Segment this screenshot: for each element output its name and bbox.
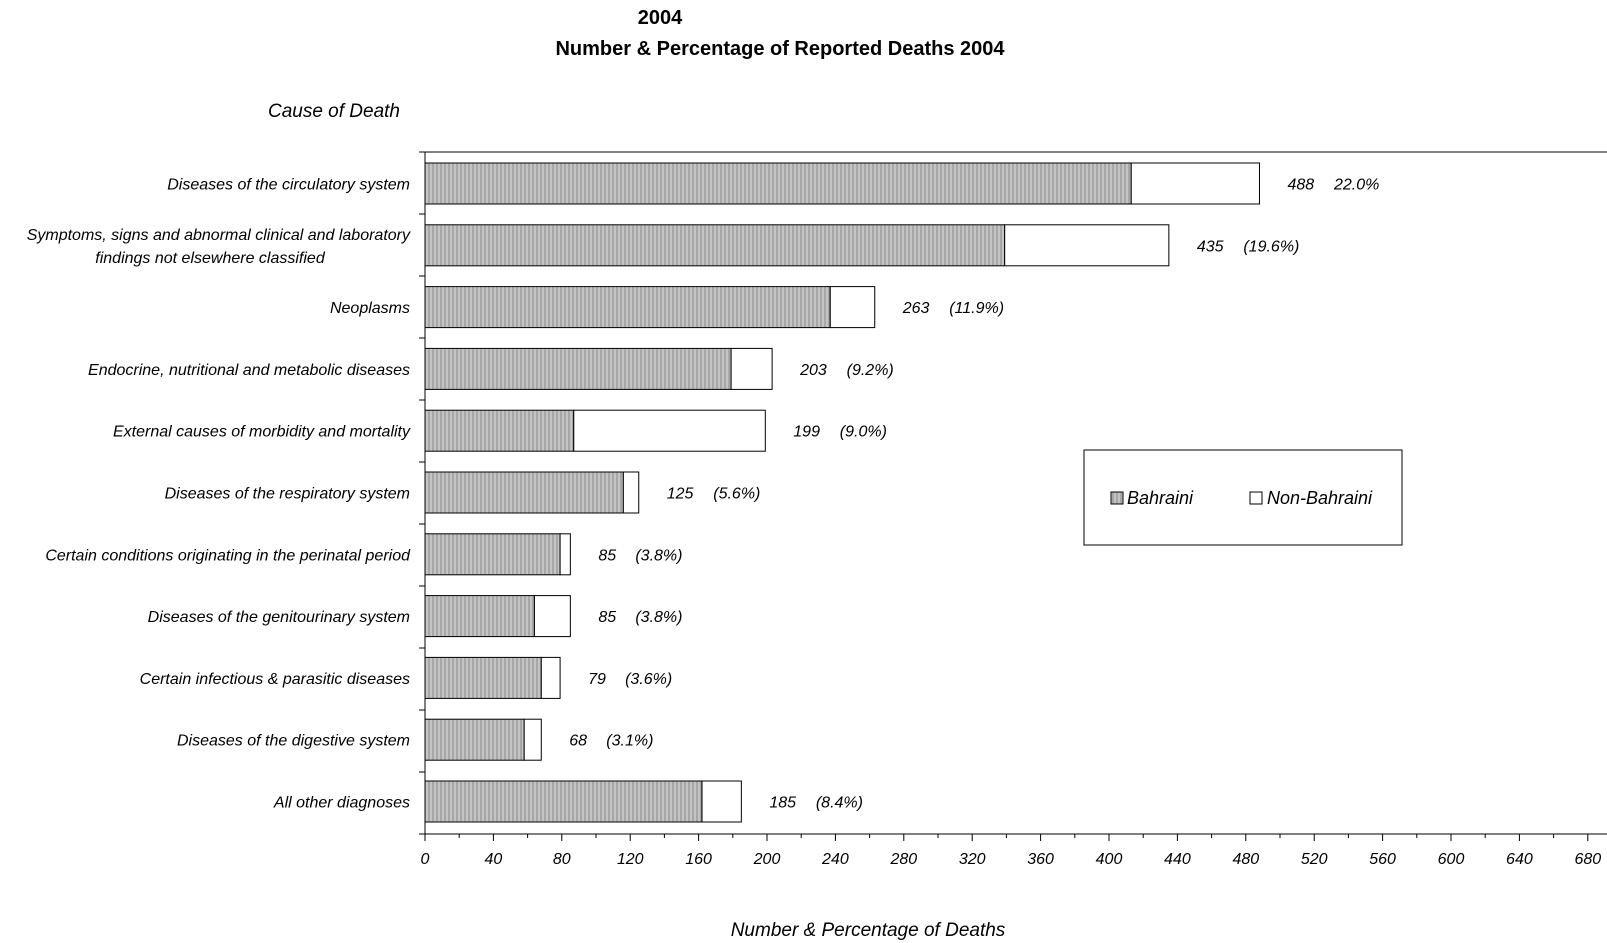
- category-label: Certain conditions originating in the pe…: [45, 547, 411, 564]
- data-label-count: 435: [1197, 238, 1224, 255]
- legend: Bahraini Non-Bahraini: [1083, 449, 1403, 546]
- x-tick-label: 520: [1301, 851, 1328, 868]
- data-label-count: 263: [902, 300, 930, 317]
- data-label-percent: (3.8%): [635, 609, 682, 626]
- x-tick-label: 280: [889, 851, 917, 868]
- x-tick-label: 160: [685, 851, 712, 868]
- data-labels: 488 22.0% 435 (19.6%) 263 (11.9%) 203 (9.2%) 199…: [569, 177, 1379, 812]
- data-label-percent: (3.1%): [606, 733, 653, 750]
- x-tick-label: 640: [1506, 851, 1533, 868]
- bar-bahraini: [424, 780, 703, 823]
- category-ticks: [419, 151, 425, 835]
- data-label-count: 203: [799, 362, 827, 379]
- bar-bahraini: [424, 286, 831, 329]
- legend-swatch-non-bahraini: [1249, 491, 1263, 505]
- x-tick-label: 200: [753, 851, 781, 868]
- bar-bahraini: [424, 471, 624, 514]
- bar-bahraini: [424, 595, 535, 638]
- bar-bahraini: [424, 347, 732, 390]
- legend-label-bahraini: Bahraini: [1127, 488, 1194, 508]
- bar-bahraini: [424, 409, 575, 452]
- bar-non-bahraini: [1004, 224, 1170, 267]
- category-label: External causes of morbidity and mortali…: [113, 424, 411, 441]
- x-tick-label: 400: [1096, 851, 1123, 868]
- data-label-count: 125: [667, 486, 694, 503]
- bar-bahraini: [424, 718, 525, 761]
- bar-non-bahraini: [701, 780, 742, 823]
- legend-box: [1083, 449, 1403, 546]
- x-tick-label: 40: [485, 851, 503, 868]
- category-label: All other diagnoses: [273, 795, 410, 812]
- chart-subtitle: Number & Percentage of Reported Deaths 2…: [555, 38, 1005, 60]
- x-tick-label: 560: [1369, 851, 1396, 868]
- data-label-count: 185: [769, 795, 796, 812]
- bar-non-bahraini: [829, 286, 876, 329]
- x-axis-ticks: 0 40 80 120 160 200 240 280 320 360 400 440 480 520 56…: [421, 834, 1601, 868]
- data-label-percent: (9.2%): [847, 362, 894, 379]
- bar-bahraini: [424, 656, 542, 699]
- bars: [424, 162, 1260, 823]
- data-label-percent: (9.0%): [840, 424, 887, 441]
- category-label: Diseases of the digestive system: [177, 733, 410, 750]
- data-label-percent: (8.4%): [816, 795, 863, 812]
- x-tick-label: 600: [1438, 851, 1465, 868]
- data-label-count: 85: [598, 547, 616, 564]
- x-tick-label: 440: [1164, 851, 1191, 868]
- x-tick-label: 120: [617, 851, 644, 868]
- chart-title: 2004: [638, 7, 683, 29]
- bar-bahraini: [424, 224, 1006, 267]
- legend-label-non-bahraini: Non-Bahraini: [1267, 488, 1373, 508]
- category-label: Diseases of the genitourinary system: [148, 609, 410, 626]
- x-tick-label: 480: [1232, 851, 1259, 868]
- bar-non-bahraini: [540, 656, 561, 699]
- bar-bahraini: [424, 533, 561, 576]
- bar-bahraini: [424, 162, 1132, 205]
- data-label-percent: (5.6%): [713, 486, 760, 503]
- bar-non-bahraini: [622, 471, 640, 514]
- x-axis-label: Number & Percentage of Deaths: [731, 920, 1006, 941]
- data-label-count: 68: [569, 733, 587, 750]
- data-label-count: 79: [588, 671, 606, 688]
- category-label: Diseases of the circulatory system: [167, 177, 410, 194]
- category-label: Endocrine, nutritional and metabolic dis…: [88, 362, 410, 379]
- bar-non-bahraini: [730, 347, 773, 390]
- data-label-count: 85: [598, 609, 616, 626]
- category-label: findings not elsewhere classified: [95, 250, 326, 267]
- x-tick-label: 80: [553, 851, 571, 868]
- data-label-percent: 22.0%: [1333, 177, 1379, 194]
- bar-non-bahraini: [573, 409, 766, 452]
- category-label: Neoplasms: [330, 300, 410, 317]
- data-label-percent: (11.9%): [949, 300, 1004, 317]
- data-label-percent: (3.8%): [635, 547, 682, 564]
- data-label-count: 488: [1287, 177, 1314, 194]
- x-tick-label: 320: [959, 851, 986, 868]
- x-tick-label: 680: [1574, 851, 1601, 868]
- legend-swatch-bahraini: [1110, 491, 1124, 505]
- category-labels: Diseases of the circulatory system Sympto…: [27, 177, 411, 812]
- bar-non-bahraini: [1130, 162, 1260, 205]
- x-tick-label: 240: [821, 851, 849, 868]
- data-label-percent: (19.6%): [1243, 238, 1299, 255]
- category-label: Certain infectious & parasitic diseases: [140, 671, 410, 688]
- x-tick-label: 0: [421, 851, 430, 868]
- category-label: Diseases of the respiratory system: [165, 486, 410, 503]
- category-label: Symptoms, signs and abnormal clinical an…: [27, 227, 411, 244]
- x-minor-ticks: [458, 834, 1555, 838]
- data-label-count: 199: [793, 424, 820, 441]
- x-tick-label: 360: [1027, 851, 1054, 868]
- bar-non-bahraini: [533, 595, 571, 638]
- y-axis-label: Cause of Death: [268, 101, 400, 122]
- bar-non-bahraini: [523, 718, 542, 761]
- bar-non-bahraini: [559, 533, 571, 576]
- data-label-percent: (3.6%): [625, 671, 672, 688]
